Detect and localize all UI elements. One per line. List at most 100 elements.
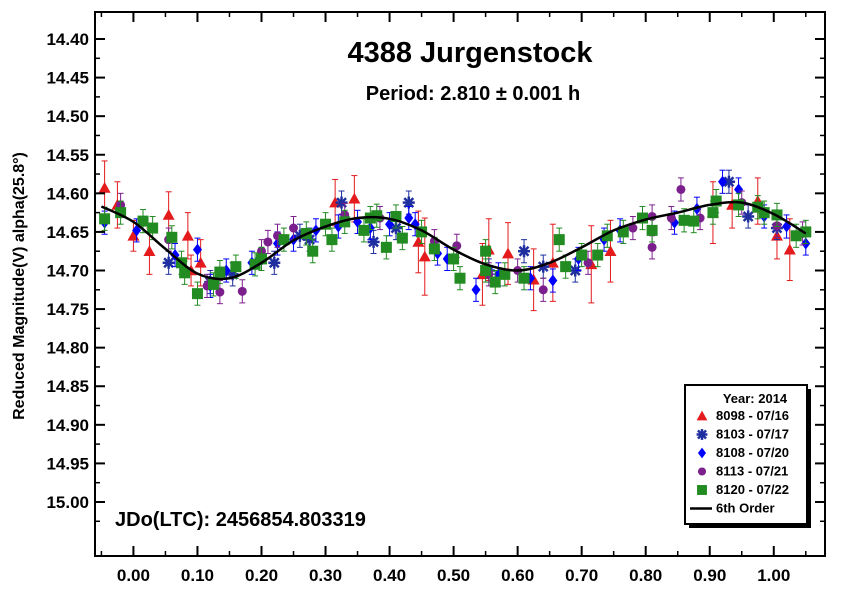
square-marker bbox=[601, 230, 613, 242]
square-marker bbox=[214, 266, 226, 278]
x-tick-label: 0.20 bbox=[245, 566, 278, 585]
data-point bbox=[576, 249, 588, 261]
triangle-marker bbox=[418, 250, 431, 262]
asterisk-stroke bbox=[518, 245, 530, 257]
y-tick-label: 14.65 bbox=[46, 223, 89, 242]
x-tick-label: 0.10 bbox=[181, 566, 214, 585]
asterisk-stroke bbox=[697, 429, 707, 440]
data-point bbox=[800, 226, 812, 238]
data-point bbox=[278, 234, 290, 246]
data-point bbox=[734, 183, 744, 196]
square-marker bbox=[499, 268, 511, 280]
square-marker bbox=[320, 218, 332, 230]
data-point bbox=[162, 256, 175, 269]
data-point bbox=[170, 249, 180, 262]
data-point bbox=[454, 272, 466, 284]
data-point bbox=[480, 264, 492, 276]
epoch-annotation: JDo(LTC): 2456854.803319 bbox=[115, 509, 366, 531]
square-marker bbox=[790, 230, 802, 242]
square-marker bbox=[249, 258, 261, 270]
diamond-marker bbox=[718, 175, 728, 188]
triangle-marker bbox=[143, 245, 156, 257]
data-point bbox=[396, 232, 408, 244]
data-point bbox=[192, 243, 202, 256]
data-point bbox=[696, 410, 708, 421]
legend-box bbox=[684, 384, 808, 525]
diamond-marker bbox=[697, 447, 707, 459]
data-point bbox=[179, 267, 191, 279]
data-point bbox=[307, 245, 319, 257]
data-point bbox=[733, 199, 745, 211]
square-marker bbox=[230, 261, 242, 273]
data-point bbox=[263, 237, 273, 247]
data-point bbox=[191, 288, 203, 300]
triangle-marker bbox=[98, 181, 111, 193]
y-tick-label: 14.75 bbox=[46, 300, 89, 319]
y-tick-label: 14.45 bbox=[46, 69, 89, 88]
square-marker bbox=[707, 207, 719, 219]
data-point bbox=[518, 245, 531, 258]
triangle-marker bbox=[604, 245, 617, 257]
y-axis-label: Reduced Magnitude(V) alpha(25.8°) bbox=[11, 152, 28, 420]
asterisk-stroke bbox=[336, 197, 347, 208]
y-tick-label: 14.60 bbox=[46, 184, 89, 203]
square-marker bbox=[115, 207, 127, 219]
y-tick-label: 14.85 bbox=[46, 377, 89, 396]
x-tick-label: 0.40 bbox=[373, 566, 406, 585]
data-point bbox=[214, 266, 226, 278]
data-point bbox=[162, 208, 175, 220]
asterisk-stroke bbox=[742, 211, 754, 222]
circle-marker bbox=[666, 213, 676, 223]
legend-entry: 8103 - 07/17 bbox=[696, 427, 789, 442]
data-point bbox=[320, 218, 332, 230]
square-marker bbox=[617, 226, 629, 238]
square-marker bbox=[380, 241, 392, 253]
x-tick-label: 0.60 bbox=[501, 566, 534, 585]
data-point bbox=[489, 276, 501, 288]
y-tick-label: 15.00 bbox=[46, 493, 89, 512]
triangle-marker bbox=[348, 192, 361, 204]
square-marker bbox=[592, 249, 604, 261]
data-point bbox=[710, 195, 722, 207]
square-marker bbox=[480, 264, 492, 276]
fit-curve bbox=[100, 200, 807, 281]
data-point bbox=[696, 429, 708, 440]
square-marker bbox=[207, 278, 219, 290]
triangle-marker bbox=[181, 229, 194, 241]
data-point bbox=[371, 210, 383, 222]
data-point bbox=[237, 286, 247, 296]
data-point bbox=[147, 222, 159, 234]
legend-label: 6th Order bbox=[716, 501, 775, 516]
diamond-marker bbox=[734, 183, 744, 196]
square-marker bbox=[137, 215, 149, 227]
data-point bbox=[601, 230, 613, 242]
square-marker bbox=[758, 207, 770, 219]
data-point bbox=[98, 181, 111, 193]
data-point bbox=[268, 256, 281, 269]
data-point bbox=[428, 243, 440, 255]
triangle-marker bbox=[412, 235, 425, 247]
circle-marker bbox=[237, 286, 247, 296]
square-marker bbox=[697, 485, 707, 495]
data-point bbox=[637, 212, 648, 224]
data-point bbox=[604, 245, 617, 257]
square-marker bbox=[166, 231, 178, 243]
legend-label: 8108 - 07/20 bbox=[716, 445, 789, 460]
data-point bbox=[412, 235, 425, 247]
triangle-marker bbox=[194, 256, 207, 268]
data-point bbox=[697, 467, 707, 476]
data-point bbox=[255, 253, 267, 265]
data-point bbox=[166, 231, 178, 243]
data-point bbox=[480, 245, 492, 257]
square-marker bbox=[553, 234, 565, 246]
data-point bbox=[418, 250, 431, 262]
data-point bbox=[538, 285, 548, 295]
square-marker bbox=[358, 224, 370, 236]
data-point bbox=[548, 274, 558, 287]
square-marker bbox=[646, 224, 658, 236]
asterisk-stroke bbox=[368, 236, 379, 248]
square-marker bbox=[255, 253, 267, 265]
x-tick-label: 0.90 bbox=[693, 566, 726, 585]
y-tick-label: 14.95 bbox=[46, 454, 89, 473]
